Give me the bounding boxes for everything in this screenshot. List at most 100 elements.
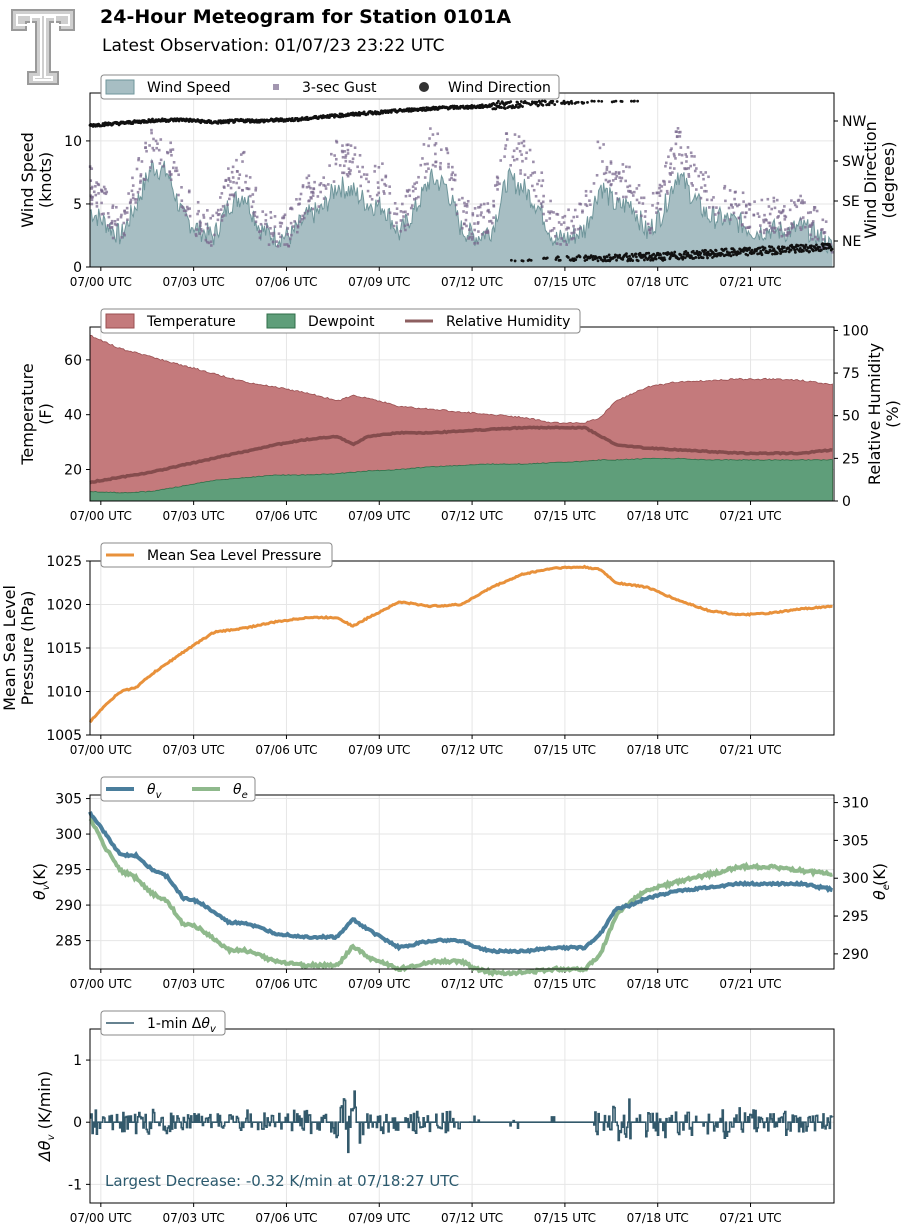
gust-marker: [499, 159, 503, 162]
gust-marker: [767, 205, 771, 208]
y2-tick-label: SE: [842, 194, 860, 210]
gust-marker: [793, 201, 796, 204]
gust-marker: [678, 153, 681, 156]
wind-direction-point: [746, 253, 750, 257]
gust-marker: [728, 189, 732, 192]
gust-marker: [288, 237, 292, 241]
gust-marker: [439, 167, 442, 171]
gust-marker: [276, 244, 280, 248]
gust-marker: [227, 176, 231, 180]
gust-marker: [613, 172, 617, 176]
gust-marker: [303, 211, 307, 215]
gust-marker: [273, 225, 277, 229]
gust-marker: [248, 176, 252, 179]
gust-marker: [131, 184, 135, 187]
gust-marker: [395, 212, 399, 216]
gust-marker: [808, 223, 812, 227]
gust-marker: [540, 184, 543, 188]
gust-marker: [560, 223, 563, 226]
gust-marker: [492, 204, 496, 208]
gust-marker: [747, 202, 751, 206]
gust-marker: [608, 179, 611, 183]
gust-marker: [224, 179, 227, 183]
gust-marker: [113, 219, 117, 223]
gust-marker: [196, 212, 199, 216]
gust-marker: [286, 233, 289, 236]
gust-marker: [762, 231, 766, 235]
gust-marker: [482, 202, 486, 206]
gust-marker: [307, 181, 311, 185]
gust-marker: [774, 226, 777, 230]
gust-marker: [426, 162, 429, 166]
gust-marker: [281, 216, 284, 220]
gust-marker: [551, 229, 554, 232]
gust-marker: [307, 185, 311, 188]
gust-marker: [95, 205, 99, 208]
gust-marker: [158, 162, 162, 165]
x-tick-label: 07/03 UTC: [163, 275, 225, 289]
gust-marker: [318, 183, 322, 187]
gust-marker: [790, 199, 793, 202]
gust-marker: [159, 158, 163, 162]
wind-direction-point: [582, 101, 586, 105]
gust-marker: [95, 201, 99, 205]
gust-marker: [581, 209, 584, 213]
gust-marker: [307, 174, 311, 177]
gust-marker: [431, 133, 435, 136]
gust-marker: [308, 199, 311, 202]
gust-marker: [264, 219, 268, 222]
gust-marker: [280, 221, 284, 225]
gust-marker: [346, 143, 350, 147]
gust-marker: [130, 189, 134, 193]
x-tick-label: 07/09 UTC: [348, 509, 410, 523]
gust-marker: [799, 217, 803, 221]
gust-marker: [685, 155, 689, 158]
gust-marker: [271, 240, 275, 244]
gust-marker: [342, 171, 346, 175]
gust-marker: [616, 197, 620, 201]
dtheta-line: [90, 1090, 834, 1154]
wind-direction-point: [663, 258, 667, 261]
gust-marker: [423, 162, 427, 166]
y2-tick-label: 305: [842, 833, 869, 849]
gust-marker: [344, 159, 348, 163]
legend-temperature: Temperature Dewpoint Relative Humidity: [100, 308, 581, 334]
gust-marker: [703, 189, 706, 193]
gust-marker: [411, 185, 415, 188]
gust-marker: [797, 198, 801, 202]
gust-marker: [286, 227, 290, 230]
gust-marker: [250, 205, 254, 209]
gust-marker: [712, 196, 715, 199]
legend-label-theta-e: θe: [233, 782, 248, 801]
gust-marker: [259, 229, 263, 233]
gust-marker: [624, 179, 627, 183]
gust-marker: [588, 199, 591, 202]
gust-marker: [695, 167, 698, 170]
gust-marker: [635, 187, 639, 190]
gust-marker: [299, 192, 303, 196]
gust-marker: [605, 165, 609, 169]
x-tick-label: 07/15 UTC: [534, 275, 596, 289]
wind-direction-point: [654, 257, 658, 261]
gust-marker: [253, 214, 256, 217]
gust-marker: [261, 210, 265, 213]
wind-direction-point: [776, 251, 779, 255]
gust-marker: [476, 241, 480, 245]
gust-marker: [187, 189, 191, 193]
gust-marker: [249, 194, 252, 198]
x-tick-label: 07/18 UTC: [627, 977, 689, 991]
gust-marker: [573, 231, 576, 234]
gust-marker: [809, 225, 813, 228]
y2-axis-label: Relative Humidity(%): [865, 343, 902, 485]
wind-direction-point: [630, 252, 634, 256]
gust-marker: [503, 155, 506, 158]
gust-marker: [231, 165, 235, 169]
gust-marker: [254, 188, 258, 192]
gust-marker: [811, 220, 815, 223]
gust-marker: [411, 189, 415, 193]
gust-marker: [356, 165, 359, 169]
gust-marker: [655, 191, 659, 195]
wind-direction-point: [652, 252, 656, 256]
gust-marker: [139, 173, 143, 176]
x-tick-label: 07/18 UTC: [627, 275, 689, 289]
